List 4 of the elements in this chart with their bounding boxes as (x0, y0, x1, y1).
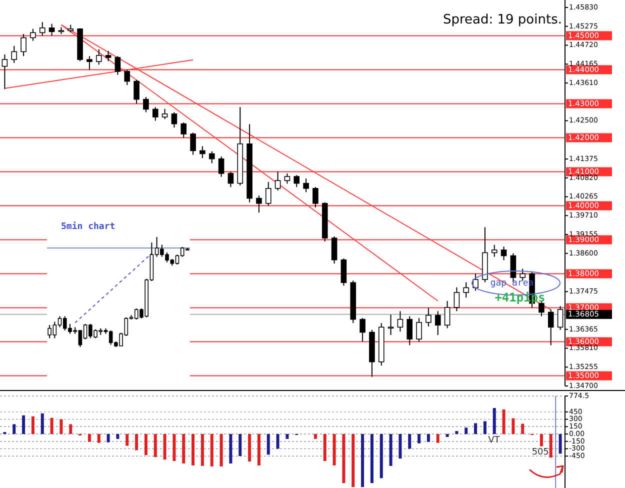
annotation: Spread: 19 points. (442, 12, 562, 28)
annotation: 505 (532, 447, 549, 458)
chart-title: 5min chart (61, 221, 116, 232)
annotation: VT (488, 435, 500, 446)
